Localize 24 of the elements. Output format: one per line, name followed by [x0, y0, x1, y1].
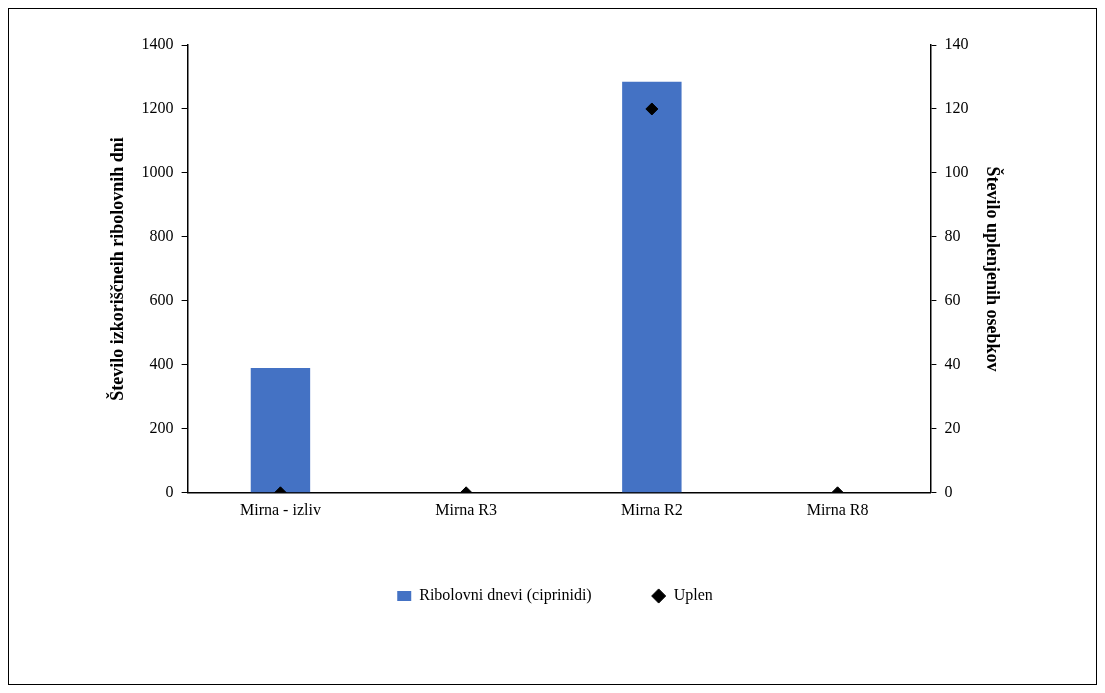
- x-tick-label: Mirna - izliv: [240, 500, 321, 518]
- y2-tick-label: 140: [944, 35, 969, 53]
- y2-tick-label: 0: [944, 483, 953, 500]
- y-axis-title: Število izkoriščneih ribolovnih dni: [106, 137, 128, 401]
- y-tick-label: 600: [149, 291, 174, 309]
- y2-tick-label: 60: [944, 291, 961, 309]
- y-tick-label: 0: [165, 483, 174, 500]
- x-tick-label: Mirna R3: [435, 500, 498, 518]
- y-tick-label: 400: [149, 355, 174, 373]
- x-tick-label: Mirna R8: [806, 500, 869, 518]
- x-tick-label: Mirna R2: [620, 500, 683, 518]
- y2-tick-label: 120: [944, 99, 969, 117]
- y2-tick-label: 20: [944, 419, 961, 437]
- y-tick-label: 200: [149, 419, 174, 437]
- legend-label: Uplen: [673, 586, 713, 605]
- y-tick-label: 800: [149, 227, 174, 245]
- y-tick-label: 1200: [141, 99, 174, 117]
- y2-axis-title: Število uplenjenih osebkov: [982, 166, 1004, 372]
- y2-tick-label: 100: [944, 163, 969, 181]
- y2-tick-label: 80: [944, 227, 961, 245]
- y-tick-label: 1000: [141, 163, 174, 181]
- y2-tick-label: 40: [944, 355, 961, 373]
- legend-label: Ribolovni dnevi (ciprinidi): [419, 586, 592, 605]
- y-tick-label: 1400: [141, 35, 174, 53]
